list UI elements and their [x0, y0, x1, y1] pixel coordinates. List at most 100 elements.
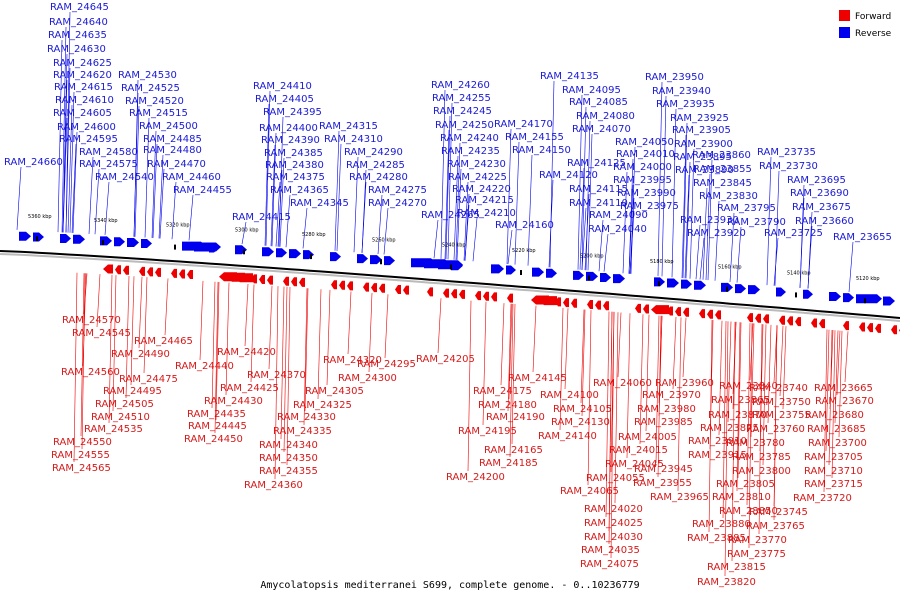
- forward-gene-arrow: [843, 321, 849, 331]
- reverse-gene-label: RAM_24290: [344, 147, 403, 158]
- forward-gene-arrow: [747, 313, 753, 323]
- kbp-tick-mark: [520, 270, 522, 276]
- forward-gene-arrow: [115, 265, 121, 275]
- forward-gene-label: RAM_24165: [484, 445, 543, 456]
- forward-gene-arrow: [699, 309, 705, 319]
- reverse-gene-label: RAM_24625: [53, 58, 112, 69]
- legend: Forward Reverse: [839, 10, 892, 39]
- kbp-tick-label: 5340 kbp: [94, 218, 118, 224]
- reverse-leader-line: [453, 155, 459, 260]
- forward-gene-label: RAM_24130: [551, 417, 610, 428]
- reverse-gene-label: RAM_24240: [440, 133, 499, 144]
- forward-gene-label: RAM_23665: [814, 383, 873, 394]
- forward-gene-label: RAM_24175: [473, 386, 532, 397]
- forward-leader-line: [617, 312, 622, 378]
- reverse-gene-label: RAM_24245: [433, 106, 492, 117]
- kbp-tick-mark: [864, 298, 866, 304]
- forward-gene-label: RAM_23710: [804, 466, 863, 477]
- forward-gene-label: RAM_23815: [707, 562, 766, 573]
- forward-gene-label: RAM_24020: [584, 504, 643, 515]
- reverse-leader-line: [598, 219, 604, 272]
- forward-gene-label: RAM_24045: [605, 459, 664, 470]
- reverse-gene-label: RAM_23905: [672, 125, 731, 136]
- reverse-gene-arrow: [370, 255, 382, 265]
- forward-leader-line: [274, 286, 279, 480]
- reverse-gene-label: RAM_24230: [447, 159, 506, 170]
- forward-gene-arrow: [155, 267, 161, 277]
- reverse-gene-label: RAM_23890: [675, 165, 734, 176]
- forward-leader-line: [758, 324, 763, 535]
- forward-leader-line: [500, 303, 505, 386]
- forward-gene-label: RAM_23780: [726, 438, 785, 449]
- reverse-leader-line: [585, 120, 591, 271]
- reverse-gene-arrow: [829, 291, 841, 301]
- reverse-gene-label: RAM_24120: [539, 170, 598, 181]
- forward-gene-arrow: [459, 289, 465, 299]
- forward-leader-line: [581, 309, 586, 417]
- forward-gene-label: RAM_24035: [581, 545, 640, 556]
- forward-gene-label: RAM_24425: [220, 383, 279, 394]
- reverse-gene-label: RAM_24615: [54, 82, 113, 93]
- reverse-gene-label: RAM_23940: [652, 86, 711, 97]
- forward-leader-line: [610, 311, 615, 559]
- forward-gene-arrow: [179, 269, 185, 279]
- reverse-gene-arrow: [586, 271, 598, 281]
- forward-gene-label: RAM_24555: [51, 450, 110, 461]
- reverse-leader-line: [62, 117, 68, 233]
- reverse-gene-label: RAM_24630: [47, 44, 106, 55]
- forward-gene-arrow: [379, 283, 385, 293]
- forward-gene-label: RAM_24420: [217, 347, 276, 358]
- reverse-leader-line: [657, 81, 663, 277]
- forward-gene-label: RAM_24490: [111, 349, 170, 360]
- forward-gene-arrow: [483, 291, 489, 301]
- forward-leader-line: [657, 315, 662, 478]
- reverse-leader-line: [133, 92, 139, 237]
- forward-leader-line: [215, 281, 220, 421]
- forward-gene-arrow: [715, 310, 721, 320]
- forward-gene-arrow: [819, 319, 825, 329]
- forward-gene-label: RAM_23810: [712, 492, 771, 503]
- reverse-gene-label: RAM_23690: [790, 188, 849, 199]
- reverse-gene-label: RAM_24160: [495, 220, 554, 231]
- reverse-gene-arrow: [235, 245, 247, 255]
- reverse-leader-line: [94, 168, 100, 235]
- kbp-tick-label: 5320 kbp: [166, 223, 190, 229]
- reverse-gene-label: RAM_24470: [147, 159, 206, 170]
- reverse-leader-line: [134, 105, 140, 237]
- reverse-gene-arrow: [883, 296, 895, 306]
- kbp-tick-label: 5200 kbp: [580, 253, 604, 259]
- forward-leader-line: [303, 288, 308, 426]
- forward-leader-line: [722, 321, 727, 519]
- reverse-leader-line: [270, 144, 276, 247]
- forward-gene-label: RAM_23960: [655, 378, 714, 389]
- forward-gene-label: RAM_24300: [338, 373, 397, 384]
- forward-leader-line: [317, 289, 322, 400]
- reverse-gene-arrow: [613, 274, 625, 284]
- forward-leader-line: [580, 309, 585, 404]
- forward-gene-arrow: [683, 307, 689, 317]
- reverse-gene-arrow: [856, 294, 882, 304]
- reverse-gene-label: RAM_24155: [505, 132, 564, 143]
- reverse-gene-label: RAM_24580: [79, 147, 138, 158]
- reverse-leader-line: [67, 104, 73, 233]
- forward-gene-arrow: [283, 276, 289, 286]
- forward-gene-arrow: [507, 293, 513, 303]
- reverse-gene-label: RAM_23675: [792, 202, 851, 213]
- forward-leader-line: [836, 330, 841, 396]
- reverse-leader-line: [472, 217, 478, 262]
- reverse-gene-label: RAM_23725: [764, 228, 823, 239]
- forward-gene-label: RAM_24200: [446, 472, 505, 483]
- reverse-gene-arrow: [546, 268, 557, 278]
- reverse-gene-label: RAM_24500: [139, 121, 198, 132]
- reverse-leader-line: [61, 26, 67, 233]
- reverse-gene-label: RAM_23990: [617, 188, 676, 199]
- kbp-tick-mark: [243, 249, 245, 255]
- reverse-leader-line: [241, 221, 247, 245]
- forward-leader-line: [605, 311, 610, 518]
- legend-reverse-label: Reverse: [855, 29, 892, 39]
- forward-leader-line: [645, 314, 650, 432]
- forward-leader-line: [727, 321, 732, 423]
- forward-gene-label: RAM_24065: [560, 486, 619, 497]
- forward-leader-line: [81, 273, 86, 450]
- reverse-leader-line: [71, 143, 77, 233]
